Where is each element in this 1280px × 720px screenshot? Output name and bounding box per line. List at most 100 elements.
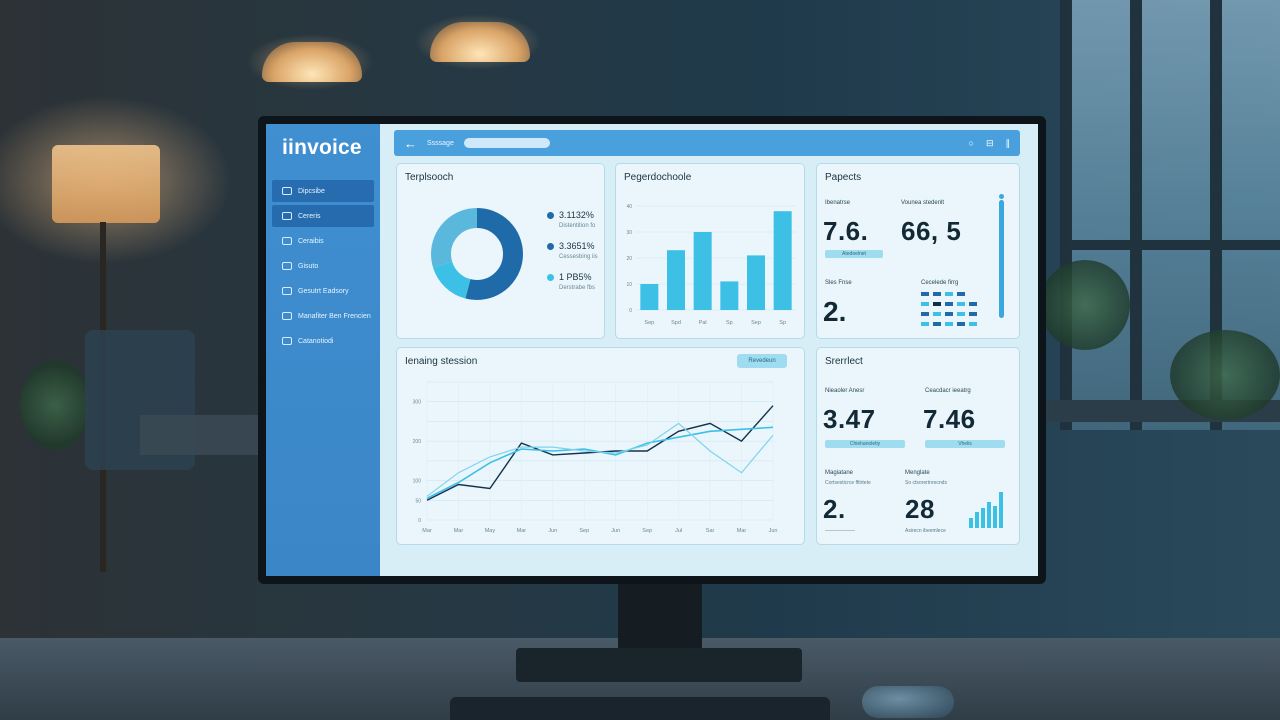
x-tick-label: Sep (644, 320, 654, 326)
bar-card: Pegerdochoole 0 10 20 30 40 Sep Spd Pal Sp Sep Sp (616, 164, 804, 338)
y-tick-label: 100 (413, 479, 422, 485)
x-tick-label: Sep (751, 320, 761, 326)
stats-card: Papects Ibenatrse Vounea stedenlt 7.6. 6… (817, 164, 1019, 338)
x-tick-label: Jun (548, 528, 557, 534)
line-card-title: Ienaing stession (405, 356, 478, 367)
legend-sub: Derstrabe fbs (559, 285, 596, 291)
side-table (140, 415, 270, 455)
legend-item: 3.1132% Distentition fo (547, 210, 598, 229)
x-tick-label: Pal (699, 320, 707, 326)
sidebar-item[interactable]: Dipcsibe (272, 180, 374, 202)
x-tick-label: Jun (769, 528, 778, 534)
y-tick-label: 200 (413, 439, 422, 445)
stat-sub: Cortsesticrce ffitrtete (825, 480, 871, 486)
donut-chart (431, 208, 523, 300)
menu-icon[interactable]: ∥ (1005, 137, 1011, 148)
nav-item-icon (282, 337, 292, 345)
donut-card-title: Terplsooch (405, 172, 454, 183)
search-input[interactable] (463, 138, 550, 148)
mini-heatmap (921, 292, 977, 326)
toggle-icon[interactable]: ⊟ (985, 137, 994, 148)
sidebar-item[interactable]: Cereris (272, 205, 374, 227)
x-tick-label: Sp (779, 320, 786, 326)
sidebar: iinvoice Dipcsibe Cereris Ceraibis Gisuto Ge… (266, 124, 380, 576)
donut-slice[interactable] (431, 208, 523, 300)
bar[interactable] (747, 255, 765, 310)
sidebar-item-label: Ceraibis (298, 237, 324, 245)
stat-label: Nieaoler Anesr (825, 388, 865, 394)
x-tick-label: Mar (737, 528, 747, 534)
legend-value: 3.3651% (559, 241, 595, 251)
legend-dot (547, 242, 554, 250)
stat-value: 7.46 (923, 404, 976, 434)
stat-value: 28 (905, 494, 935, 524)
bar[interactable] (773, 211, 792, 310)
mouse (862, 686, 954, 718)
x-tick-label: Sep (579, 528, 589, 534)
bar[interactable] (640, 284, 659, 310)
stat-value: 66, 5 (901, 216, 962, 246)
slider-handle[interactable] (999, 194, 1004, 199)
y-tick-label: 30 (626, 230, 632, 236)
x-tick-label: May (485, 528, 496, 534)
line-series[interactable] (426, 405, 774, 501)
stat-label: Ibenatrse (825, 200, 851, 206)
sidebar-item-label: Catanotiodi (298, 337, 334, 345)
legend-sub: Cessesbing iis (559, 254, 598, 260)
vertical-slider[interactable] (999, 200, 1004, 318)
x-tick-label: Sep (642, 528, 652, 534)
nav-item-icon (282, 312, 292, 320)
nav-item-icon (282, 237, 292, 245)
stat-value: 7.6. (823, 216, 869, 246)
back-arrow-icon[interactable]: ← (404, 135, 417, 151)
floor-lamp (52, 145, 160, 223)
monitor-stand-base (516, 648, 802, 682)
stat-label: Menglate (905, 470, 930, 476)
pendant-lamp (262, 42, 362, 82)
mini-bar-chart (969, 492, 1003, 528)
dashboard-screen: iinvoice Dipcsibe Cereris Ceraibis Gisuto Ge… (266, 124, 1038, 576)
bar[interactable] (693, 232, 712, 310)
sidebar-item[interactable]: Gesutrt Eadsory (272, 280, 374, 302)
y-tick-label: 20 (626, 256, 632, 262)
x-tick-label: Mar (517, 528, 527, 534)
sidebar-item[interactable]: Manafiter Ben Frencien (272, 305, 374, 327)
stat-sub: So ctsorertnrecnds (905, 480, 947, 486)
legend-dot (547, 273, 554, 281)
nav-item-icon (282, 287, 292, 295)
donut-legend: 3.1132% Distentition fo 3.3651% Cessesbi… (547, 210, 598, 303)
bar-chart: 0 10 20 30 40 Sep Spd Pal Sp Sep Sp (626, 204, 796, 326)
bar[interactable] (667, 250, 685, 310)
stats-card-title: Papects (825, 172, 862, 183)
y-tick-label: 0 (418, 518, 421, 524)
y-tick-label: 40 (626, 204, 632, 210)
filter-chip[interactable]: Revedeun (737, 354, 787, 368)
stat-pill: Chiehanoletiy (825, 440, 905, 448)
line-chart-card: Ienaing stession Revedeun 0 50 100 200 300 Ma… (397, 348, 804, 544)
circle-icon[interactable]: ○ (968, 137, 974, 148)
keyboard (450, 697, 830, 720)
line-series[interactable] (426, 422, 774, 497)
sidebar-item[interactable]: Ceraibis (272, 230, 374, 252)
y-tick-label: 300 (413, 400, 422, 406)
bar-card-title: Pegerdochoole (624, 172, 692, 183)
nav-item-icon (282, 187, 292, 195)
stat-pill: Vhelis (925, 440, 1005, 448)
topbar-icons: ○ ⊟ ∥ (969, 138, 1010, 149)
stat-value: 2. (823, 494, 846, 524)
monitor-stand (618, 580, 702, 652)
stat-sub: —————— (825, 528, 855, 534)
nav-item-icon (282, 212, 292, 220)
nav-item-icon (282, 262, 292, 270)
x-tick-label: Mar (422, 528, 432, 534)
stat-sub: Asirecn ibeemlece (905, 528, 946, 534)
sidebar-item[interactable]: Gisuto (272, 255, 374, 277)
sidebar-item-label: Dipcsibe (298, 187, 325, 195)
sidebar-item-label: Manafiter Ben Frencien (298, 312, 371, 320)
x-tick-label: Spd (671, 320, 681, 326)
x-tick-label: Sp (726, 320, 733, 326)
bar[interactable] (720, 281, 739, 310)
stat-label: Sles Fnse (825, 280, 852, 286)
sidebar-item[interactable]: Catanotiodi (272, 330, 374, 352)
legend-value: 1 PB5% (559, 272, 592, 282)
